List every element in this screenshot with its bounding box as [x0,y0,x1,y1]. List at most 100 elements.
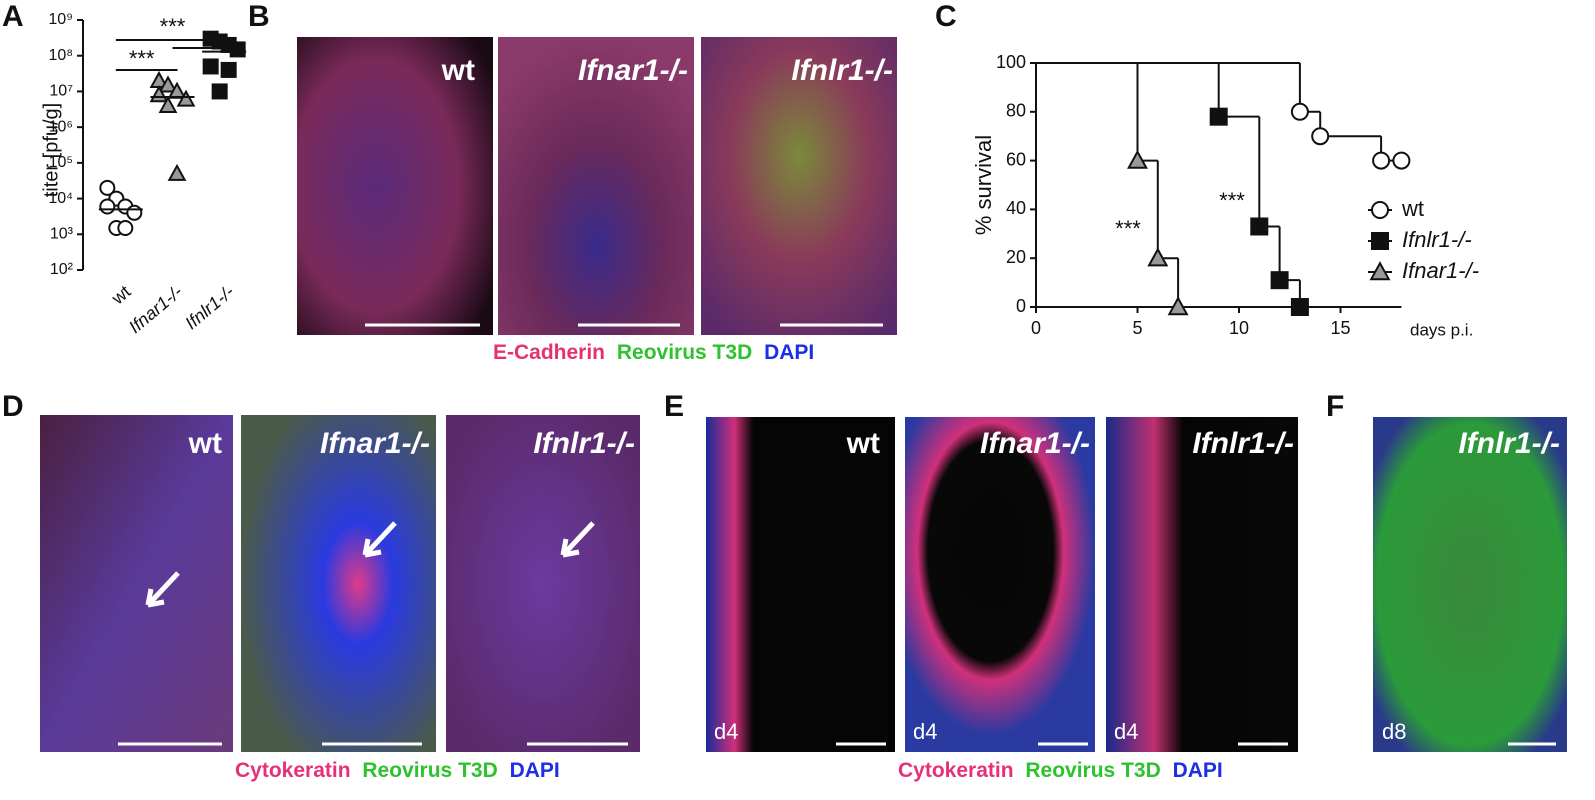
y-tick-label: 10⁵ [49,154,73,171]
y-tick-label: 10⁷ [49,83,73,100]
y-axis-label: % survival [971,135,996,235]
caption-stain: Cytokeratin [898,759,1014,782]
x-tick-label: 0 [1031,318,1041,338]
legend-label: Ifnlr1-/- [1402,227,1472,252]
micrograph [241,415,436,752]
micrograph [40,415,233,752]
legend-marker [1371,232,1389,250]
micrograph [706,417,895,752]
image-label: Ifnlr1-/- [1192,427,1294,460]
caption-stain: Reovirus T3D [362,759,497,782]
x-tick-label: 10 [1229,318,1249,338]
micrograph [498,37,694,335]
caption-stain: Cytokeratin [235,759,351,782]
y-tick-label: 80 [1006,101,1026,121]
panel-letter: C [935,0,957,33]
marker [117,219,134,236]
marker [99,198,116,215]
caption-stain: Reovirus T3D [617,341,752,364]
panel-letter: D [2,390,24,423]
annotation: *** [1115,216,1141,241]
y-tick-label: 10² [50,261,74,278]
x-tick-label: Ifnar1-/- [125,281,186,337]
y-tick-label: 0 [1016,296,1026,316]
micrograph [297,37,493,335]
image-label: Ifnlr1-/- [791,54,893,87]
marker [220,61,237,78]
marker [1250,217,1269,236]
x-tick-label: 15 [1330,318,1350,338]
marker [1127,149,1148,169]
micrograph [701,37,897,335]
marker [1392,151,1411,170]
day-label: d4 [913,719,937,744]
y-tick-label: 100 [996,52,1026,72]
image-label: Ifnlr1-/- [533,427,635,460]
marker [1372,151,1391,170]
image-label: Ifnlr1-/- [1458,427,1560,460]
marker [1147,247,1169,267]
image-label: Ifnar1-/- [980,427,1090,460]
panel-letter: E [664,390,684,423]
y-tick-label: 40 [1006,198,1026,218]
marker [1209,107,1228,126]
panel-letter: A [2,0,24,33]
marker [99,179,116,196]
marker [1290,102,1309,121]
y-axis-label: titer [pfu/g] [40,103,62,198]
caption: Cytokeratin Reovirus T3D DAPI [898,759,1223,782]
arrow [560,521,595,558]
panel-letter: F [1326,390,1344,423]
x-tick-label: 5 [1132,318,1142,338]
day-label: d4 [1114,719,1138,744]
marker [158,75,178,93]
legend-marker [1371,201,1389,219]
marker [202,58,219,75]
caption-stain: DAPI [1173,759,1223,782]
x-tick-label: Ifnlr1-/- [181,281,238,333]
caption-stain: E-Cadherin [493,341,605,364]
caption: Cytokeratin Reovirus T3D DAPI [235,759,560,782]
y-tick-label: 10³ [50,226,74,243]
arrow [362,521,397,558]
y-tick-label: 10⁹ [48,11,73,28]
image-label: wt [188,427,222,460]
marker [126,204,143,221]
image-label: wt [441,54,475,87]
caption-stain: DAPI [764,341,814,364]
marker [176,89,196,107]
caption: E-Cadherin Reovirus T3D DAPI [493,341,814,364]
y-tick-label: 10⁶ [49,118,73,135]
legend-marker [1369,261,1391,281]
micrograph [905,417,1095,752]
marker [1290,298,1309,316]
marker [1167,296,1189,316]
y-tick-label: 10⁴ [48,190,73,207]
marker [167,163,187,181]
y-tick-label: 10⁸ [48,47,73,64]
caption-stain: DAPI [510,759,560,782]
micrograph [1106,417,1298,752]
image-label: wt [846,427,880,460]
image-label: Ifnar1-/- [578,54,688,87]
day-label: d4 [714,719,738,744]
day-label: d8 [1382,719,1406,744]
y-tick-label: 20 [1006,247,1026,267]
marker [1311,127,1330,146]
annotation: *** [1219,188,1245,213]
micrograph [1373,417,1567,752]
legend-label: wt [1401,196,1424,221]
image-label: Ifnar1-/- [320,427,430,460]
x-axis-label: days p.i. [1410,320,1473,339]
y-tick-label: 60 [1006,149,1026,169]
panel-letter: B [248,0,270,33]
legend-label: Ifnar1-/- [1402,258,1479,283]
annotation: *** [160,14,186,39]
marker [1270,271,1289,290]
marker [211,83,228,100]
marker [158,95,178,113]
micrograph [446,415,640,752]
caption-stain: Reovirus T3D [1025,759,1160,782]
arrow [145,571,180,608]
